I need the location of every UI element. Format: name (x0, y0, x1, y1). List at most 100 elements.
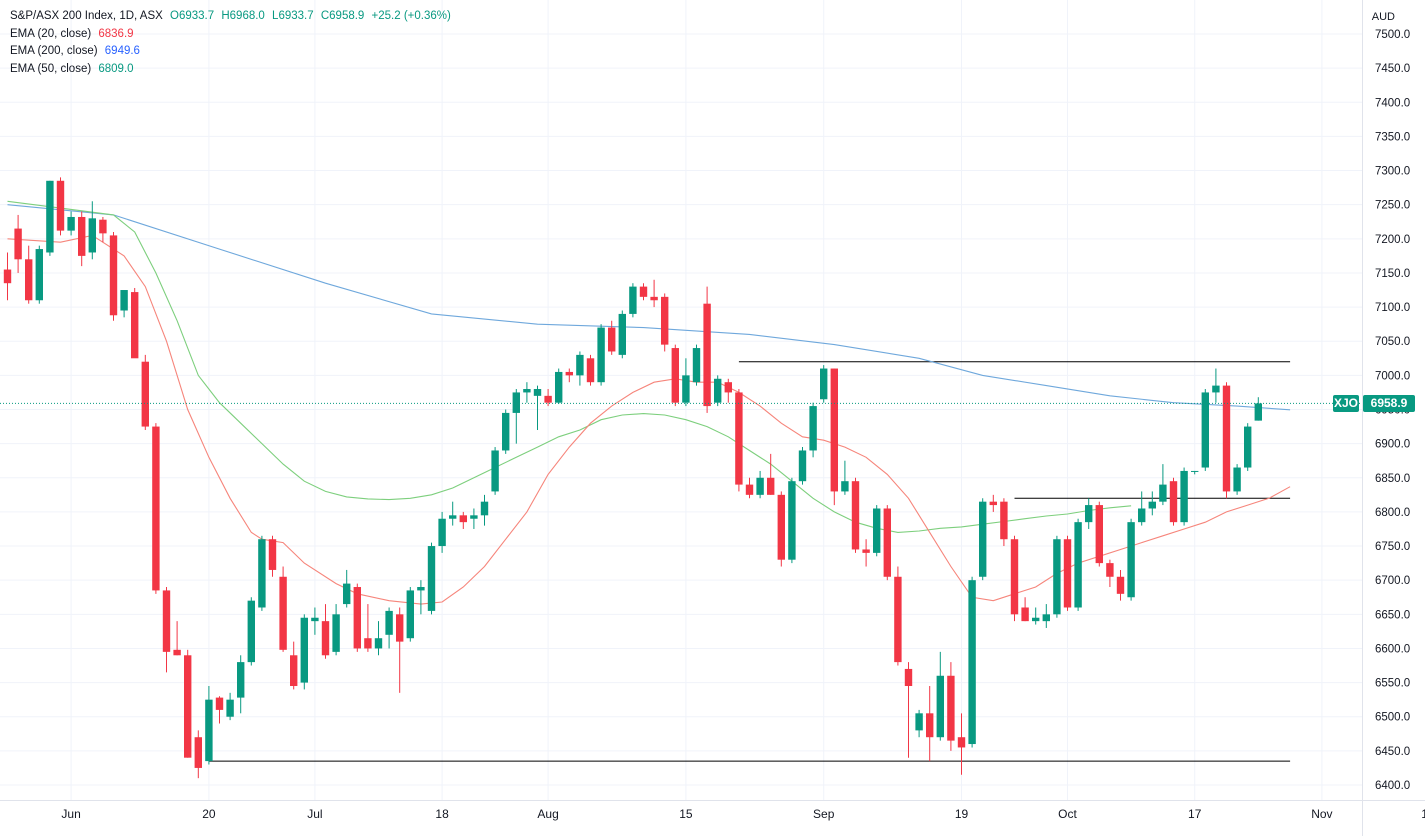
y-tick-label: 6700.0 (1375, 575, 1410, 587)
y-tick-label: 6450.0 (1375, 746, 1410, 758)
candle-up (512, 392, 520, 413)
candle-up (120, 290, 128, 311)
candle-down (735, 392, 743, 485)
ema50-value: 6809.0 (98, 62, 134, 75)
legend: S&P/ASX 200 Index, 1D, ASX O6933.7 H6968… (10, 8, 451, 78)
candle-down (364, 638, 372, 649)
candle-up (555, 371, 563, 403)
y-tick-label: 6400.0 (1375, 780, 1410, 792)
currency-label: AUD (1371, 11, 1395, 23)
x-tick-label: 19 (955, 807, 969, 821)
candle-down (353, 587, 361, 649)
candle-down (851, 481, 860, 550)
y-tick-label: 7350.0 (1375, 131, 1410, 143)
candle-down (279, 576, 287, 650)
candle-down (1222, 385, 1231, 492)
symbol-title[interactable]: S&P/ASX 200 Index, 1D, ASX (10, 10, 163, 22)
candle-down (926, 713, 934, 738)
candle-down (162, 590, 171, 652)
candle-up (618, 313, 626, 355)
candle-up (1159, 484, 1167, 502)
last-price-badge: 6958.9 (1363, 394, 1415, 412)
candle-up (629, 286, 637, 314)
candle-up (491, 450, 499, 492)
candle-up (1127, 522, 1135, 598)
candle-down (184, 655, 192, 758)
candle-up (1148, 501, 1156, 509)
ema20-value: 6836.9 (98, 27, 134, 40)
y-tick-label: 7400.0 (1375, 97, 1410, 109)
candle-up (480, 501, 489, 516)
candle-down (650, 296, 658, 301)
candle-up (1085, 505, 1093, 523)
y-tick-label: 7450.0 (1375, 63, 1410, 75)
candle-up (343, 583, 351, 605)
ohlc-close: C6958.9 (320, 10, 365, 22)
x-tick-label: Oct (1058, 807, 1077, 821)
candle-down (152, 426, 160, 591)
candle-up (332, 614, 340, 652)
candle-up (449, 515, 457, 519)
candle-up (915, 713, 923, 731)
candle-down (904, 668, 913, 687)
candle-down (724, 382, 732, 393)
indicator-ema200[interactable]: EMA (200, close) 6949.6 (10, 45, 140, 57)
candle-up (258, 539, 266, 608)
candle-down (131, 292, 139, 359)
indicator-ema20[interactable]: EMA (20, close) 6836.9 (10, 27, 134, 40)
x-tick-label: Jul (307, 807, 322, 821)
candle-up (438, 518, 446, 547)
candle-up (385, 610, 393, 635)
symbol-row: S&P/ASX 200 Index, 1D, ASX O6933.7 H6968… (10, 8, 451, 26)
candle-down (1021, 607, 1029, 622)
candle-up (1074, 522, 1082, 608)
candle-down (56, 180, 65, 231)
candle-down (3, 269, 12, 284)
candle-up (427, 546, 436, 611)
candle-up (873, 508, 881, 553)
x-tick-label: 14 (1421, 807, 1425, 821)
ema200-value: 6949.6 (104, 45, 140, 57)
candle-down (745, 484, 754, 495)
candle-up (979, 501, 987, 577)
candle-up (1191, 470, 1199, 472)
candle-up (682, 375, 690, 403)
candle-up (406, 590, 414, 639)
candle-up (1233, 467, 1241, 492)
candle-down (608, 327, 616, 352)
candle-down (957, 737, 966, 748)
candle-down (830, 368, 838, 492)
candle-up (1244, 426, 1252, 468)
y-tick-label: 7000.0 (1375, 370, 1410, 382)
candle-down (396, 614, 404, 642)
ticker-badge: XJO (1333, 394, 1359, 412)
candle-up (35, 249, 43, 301)
candle-up (46, 180, 54, 253)
y-tick-label: 6850.0 (1375, 473, 1410, 485)
candle-up (502, 412, 510, 451)
y-tick-label: 7300.0 (1375, 166, 1410, 178)
indicator-ema50[interactable]: EMA (50, close) 6809.0 (10, 62, 134, 75)
candle-up (576, 354, 584, 376)
x-tick-label: Nov (1311, 807, 1332, 821)
candle-up (597, 327, 605, 383)
candle-down (173, 649, 181, 656)
candle-up (417, 587, 425, 591)
candle-down (1116, 576, 1125, 594)
candle-down (894, 576, 902, 663)
candle-up (88, 218, 96, 253)
candle-down (862, 549, 870, 553)
candle-down (883, 508, 891, 577)
x-tick-label: Sep (813, 807, 835, 821)
ohlc-low: L6933.7 (272, 10, 314, 22)
candle-up (523, 389, 531, 393)
ohlc-change: +25.2 (+0.36%) (371, 10, 451, 22)
candle-up (311, 617, 319, 622)
candle-up (968, 580, 976, 745)
x-tick-label: Aug (537, 807, 558, 821)
x-tick-label: Jun (61, 807, 80, 821)
candle-down (215, 697, 224, 710)
candle-up (820, 368, 828, 400)
candle-down (14, 228, 22, 260)
